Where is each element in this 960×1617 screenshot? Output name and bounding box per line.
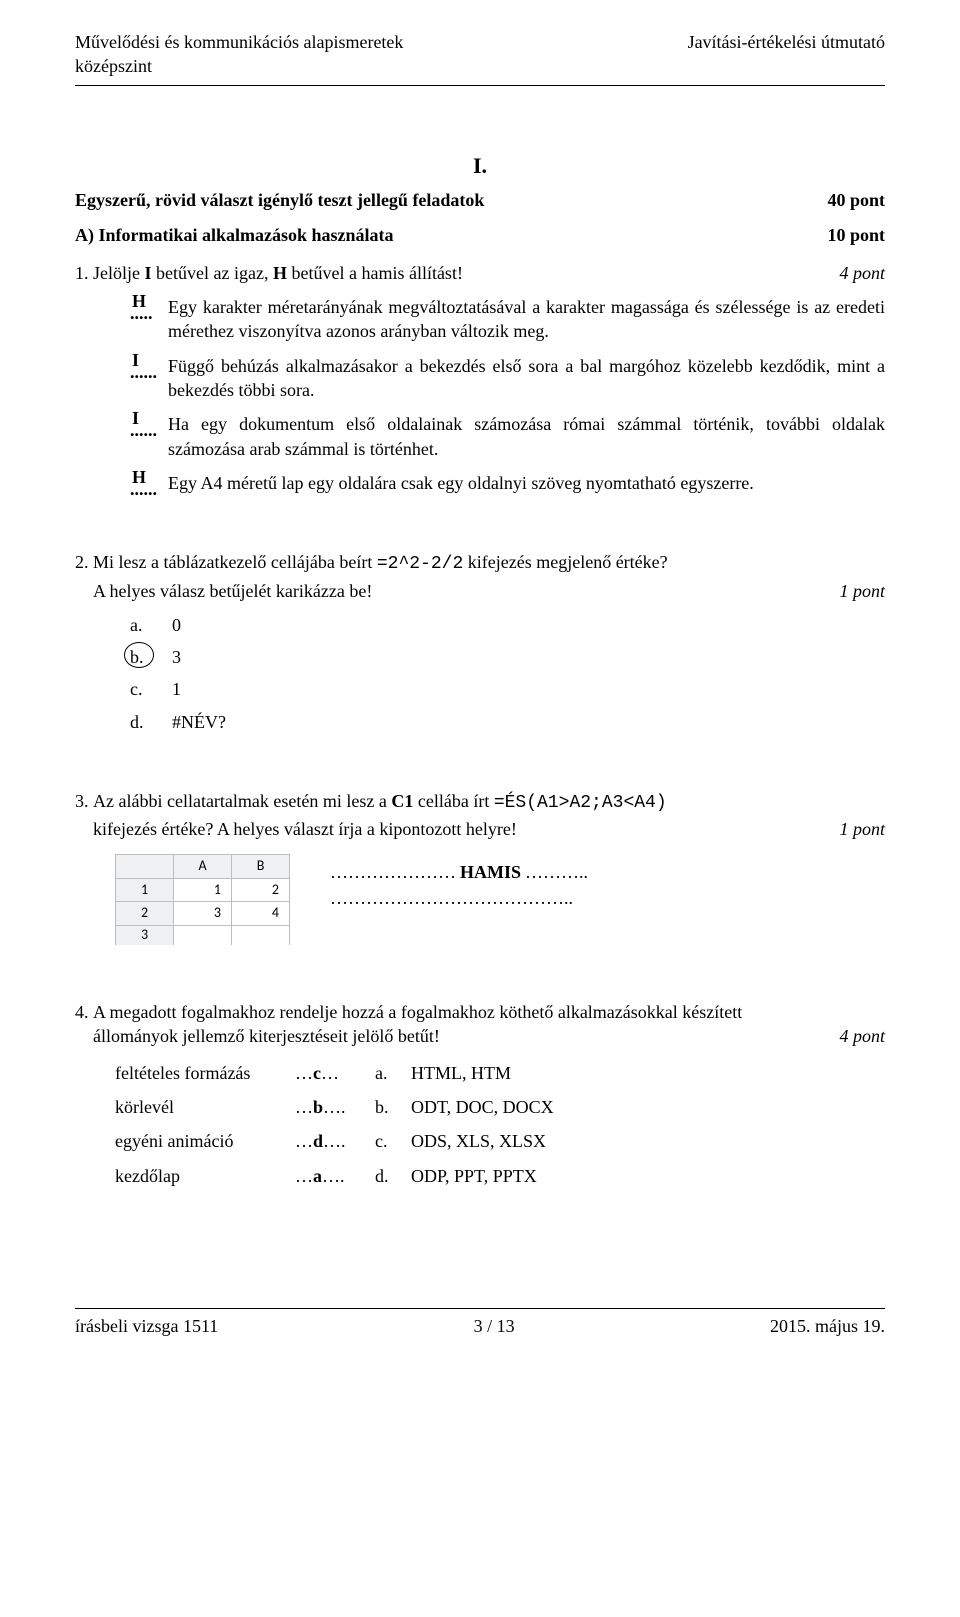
q1-stmt-1-answer: H..... — [130, 295, 160, 344]
header-right: Javítási-értékelési útmutató — [688, 30, 885, 79]
q4-key-c: c. — [375, 1129, 411, 1153]
q1-stmt-3-answer: I...... — [130, 412, 160, 461]
section-points: 40 pont — [827, 188, 885, 212]
q4-row-4: kezdőlap …a…. d. ODP, PPT, PPTX — [115, 1164, 885, 1188]
q2-text-line2: A helyes válasz betűjelét karikázza be! — [93, 579, 372, 603]
section-title: Egyszerű, rövid választ igénylő teszt je… — [75, 188, 484, 212]
q2-prompt-line2: A helyes válasz betűjelét karikázza be! … — [75, 579, 885, 603]
q4-prompt: 4. A megadott fogalmakhoz rendelje hozzá… — [75, 1000, 885, 1049]
header-left: Művelődési és kommunikációs alapismerete… — [75, 30, 403, 79]
q4-term-3: egyéni animáció — [115, 1129, 295, 1153]
q4-vals-d: ODP, PPT, PPTX — [411, 1164, 885, 1188]
q3-num: 3. — [75, 789, 93, 815]
footer-left: írásbeli vizsga 1511 — [75, 1314, 218, 1338]
q1-text: Jelölje I betűvel az igaz, H betűvel a h… — [93, 261, 463, 285]
question-1: 1. Jelölje I betűvel az igaz, H betűvel … — [75, 261, 885, 495]
header-doc-type: Javítási-értékelési útmutató — [688, 30, 885, 54]
q3-points: 1 pont — [829, 817, 885, 841]
sheet-row-3: 3 — [116, 926, 174, 945]
q4-slot-1: …c… — [295, 1061, 375, 1085]
q4-text: A megadott fogalmakhoz rendelje hozzá a … — [93, 1000, 829, 1049]
header-level: középszint — [75, 54, 403, 78]
q2-options: a.0 b.3 c.1 d.#NÉV? — [75, 613, 885, 734]
q4-slot-3: …d…. — [295, 1129, 375, 1153]
q1-stmt-1: H..... Egy karakter méretarányának megvá… — [130, 295, 885, 344]
page-footer: írásbeli vizsga 1511 3 / 13 2015. május … — [75, 1308, 885, 1338]
q2-points: 1 pont — [829, 579, 885, 603]
sheet-col-a: A — [174, 854, 232, 878]
q1-stmt-4-text: Egy A4 méretű lap egy oldalára csak egy … — [168, 471, 885, 495]
sheet-row-1: 1 — [116, 878, 174, 902]
q3-prompt: 3. Az alábbi cellatartalmak esetén mi le… — [75, 789, 885, 815]
header-rule — [75, 85, 885, 86]
section-roman: I. — [75, 151, 885, 181]
q1-points: 4 pont — [829, 261, 885, 285]
header-subject: Művelődési és kommunikációs alapismerete… — [75, 30, 403, 54]
section-title-row: Egyszerű, rövid választ igénylő teszt je… — [75, 188, 885, 212]
q1-num: 1. — [75, 261, 93, 285]
cell-b1: 2 — [232, 878, 290, 902]
q2-prompt: 2. Mi lesz a táblázatkezelő cellájába be… — [75, 550, 885, 576]
q4-slot-2: …b…. — [295, 1095, 375, 1119]
q1-prompt: 1. Jelölje I betűvel az igaz, H betűvel … — [75, 261, 885, 285]
question-3: 3. Az alábbi cellatartalmak esetén mi le… — [75, 789, 885, 945]
footer-right: 2015. május 19. — [770, 1314, 885, 1338]
footer-center: 3 / 13 — [474, 1314, 515, 1338]
q4-vals-b: ODT, DOC, DOCX — [411, 1095, 885, 1119]
q1-statements: H..... Egy karakter méretarányának megvá… — [75, 295, 885, 495]
q3-text-line2: kifejezés értéke? A helyes választ írja … — [93, 817, 517, 841]
q4-matching: feltételes formázás …c… a. HTML, HTM kör… — [75, 1061, 885, 1188]
cell-b3 — [232, 926, 290, 945]
q1-stmt-2-text: Függő behúzás alkalmazásakor a bekezdés … — [168, 354, 885, 403]
q1-stmt-2: I...... Függő behúzás alkalmazásakor a b… — [130, 354, 885, 403]
cell-a1: 1 — [174, 878, 232, 902]
page-header: Művelődési és kommunikációs alapismerete… — [75, 30, 885, 79]
q4-slot-4: …a…. — [295, 1164, 375, 1188]
cell-b2: 4 — [232, 902, 290, 926]
q3-answer-line2: ………………………………….. — [330, 886, 588, 910]
q2-opt-c: c.1 — [130, 677, 885, 701]
cell-a2: 3 — [174, 902, 232, 926]
q4-key-b: b. — [375, 1095, 411, 1119]
q4-row-2: körlevél …b…. b. ODT, DOC, DOCX — [115, 1095, 885, 1119]
q4-num: 4. — [75, 1000, 93, 1049]
q1-stmt-3-text: Ha egy dokumentum első oldalainak számoz… — [168, 412, 885, 461]
q4-row-3: egyéni animáció …d…. c. ODS, XLS, XLSX — [115, 1129, 885, 1153]
subsection-points: 10 pont — [827, 223, 885, 247]
question-4: 4. A megadott fogalmakhoz rendelje hozzá… — [75, 1000, 885, 1188]
sheet-row-2: 2 — [116, 902, 174, 926]
subsection-row: A) Informatikai alkalmazások használata … — [75, 223, 885, 247]
q3-body: A B 1 1 2 2 3 4 3 …………………HAMIS……….. — [75, 854, 885, 946]
q1-stmt-4-answer: H...... — [130, 471, 160, 495]
sheet-corner — [116, 854, 174, 878]
subsection-title: A) Informatikai alkalmazások használata — [75, 223, 394, 247]
q4-vals-c: ODS, XLS, XLSX — [411, 1129, 885, 1153]
q2-text: Mi lesz a táblázatkezelő cellájába beírt… — [93, 550, 668, 576]
q3-answer-line1: …………………HAMIS……….. — [330, 860, 588, 884]
q3-prompt-line2: kifejezés értéke? A helyes választ írja … — [75, 817, 885, 841]
q1-stmt-1-text: Egy karakter méretarányának megváltoztat… — [168, 295, 885, 344]
sheet-col-b: B — [232, 854, 290, 878]
q2-opt-d: d.#NÉV? — [130, 710, 885, 734]
q1-stmt-2-answer: I...... — [130, 354, 160, 403]
q3-text: Az alábbi cellatartalmak esetén mi lesz … — [93, 789, 667, 815]
q2-opt-b: b.3 — [130, 645, 885, 669]
q4-row-1: feltételes formázás …c… a. HTML, HTM — [115, 1061, 885, 1085]
q3-answer-area: …………………HAMIS……….. ………………………………….. — [330, 860, 588, 911]
q4-term-4: kezdőlap — [115, 1164, 295, 1188]
q1-stmt-3: I...... Ha egy dokumentum első oldalaina… — [130, 412, 885, 461]
cell-a3 — [174, 926, 232, 945]
q4-vals-a: HTML, HTM — [411, 1061, 885, 1085]
q4-term-1: feltételes formázás — [115, 1061, 295, 1085]
q3-spreadsheet: A B 1 1 2 2 3 4 3 — [115, 854, 290, 946]
q1-stmt-4: H...... Egy A4 méretű lap egy oldalára c… — [130, 471, 885, 495]
question-2: 2. Mi lesz a táblázatkezelő cellájába be… — [75, 550, 885, 734]
q2-num: 2. — [75, 550, 93, 576]
q4-points: 4 pont — [829, 1024, 885, 1048]
q4-key-d: d. — [375, 1164, 411, 1188]
q4-term-2: körlevél — [115, 1095, 295, 1119]
q2-opt-a: a.0 — [130, 613, 885, 637]
q4-key-a: a. — [375, 1061, 411, 1085]
